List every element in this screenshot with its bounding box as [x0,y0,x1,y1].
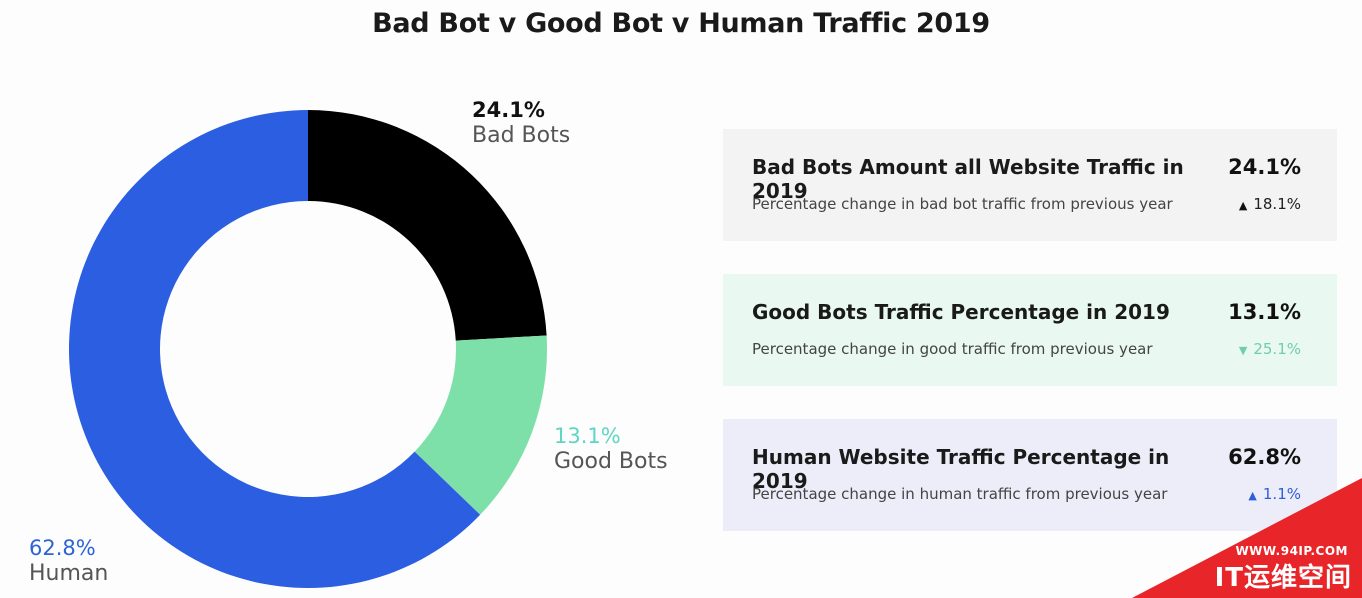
card-value: 24.1% [1228,155,1301,179]
watermark: WWW.94IP.COM IT运维空间 [1132,478,1362,598]
donut-slice-good-bots [414,335,547,515]
donut-chart [68,110,547,588]
card-change-value: 25.1% [1253,340,1301,358]
slice-percent-bad-bots: 24.1% [472,98,545,122]
card-subtext: Percentage change in bad bot traffic fro… [752,195,1173,213]
watermark-brand: IT运维空间 [1214,563,1352,593]
watermark-triangle [1132,478,1362,598]
slice-label-bad-bots: 24.1% Bad Bots [472,98,570,150]
card-heading: Good Bots Traffic Percentage in 2019 [752,300,1170,324]
card-change: ▼ 25.1% [1239,340,1301,358]
card-value: 62.8% [1228,445,1301,469]
arrow-down-icon: ▼ [1238,344,1248,357]
slice-name-bad-bots: Bad Bots [472,123,571,149]
stat-card-bad-bots: Bad Bots Amount all Website Traffic in 2… [723,129,1337,241]
stat-card-good-bots: Good Bots Traffic Percentage in 2019 13.… [723,274,1337,386]
slice-label-human: 62.8% Human [29,536,108,588]
chart-title: Bad Bot v Good Bot v Human Traffic 2019 [372,8,990,39]
slice-label-good-bots: 13.1% Good Bots [554,424,668,476]
card-heading: Bad Bots Amount all Website Traffic in 2… [752,155,1184,203]
card-heading: Human Website Traffic Percentage in 2019 [752,445,1170,493]
card-subtext: Percentage change in good traffic from p… [752,340,1153,358]
slice-percent-human: 62.8% [29,536,96,560]
card-change-value: 18.1% [1253,195,1301,213]
slice-name-human: Human [29,561,109,587]
watermark-url: WWW.94IP.COM [1235,544,1348,558]
card-change: ▲ 18.1% [1239,195,1301,213]
card-subtext: Percentage change in human traffic from … [752,485,1168,503]
arrow-up-icon: ▲ [1238,199,1248,212]
donut-slice-human [68,110,481,588]
slice-percent-good-bots: 13.1% [554,424,621,448]
card-value: 13.1% [1228,300,1301,324]
slice-name-good-bots: Good Bots [554,449,668,475]
donut-slice-bad-bots [308,110,547,341]
